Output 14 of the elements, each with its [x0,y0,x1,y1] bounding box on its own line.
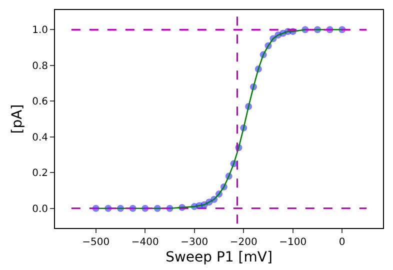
x-tick-label: −400 [131,237,159,248]
x-tick-label: −200 [230,237,258,248]
x-tick-label: −300 [180,237,208,248]
x-tick-label: 0 [338,237,346,248]
x-axis-title: Sweep P1 [mV] [166,249,272,266]
x-tick-label: −100 [279,237,307,248]
y-axis-title: [pA] [10,104,26,134]
y-tick-label: 0.0 [32,204,48,215]
y-tick-label: 0.6 [32,96,48,108]
y-tick-label: 0.4 [32,132,48,144]
x-tick-label: −500 [82,237,110,248]
y-tick-label: 1.0 [32,25,48,36]
y-tick-label: 0.8 [32,60,48,72]
y-tick-label: 0.2 [32,168,48,180]
